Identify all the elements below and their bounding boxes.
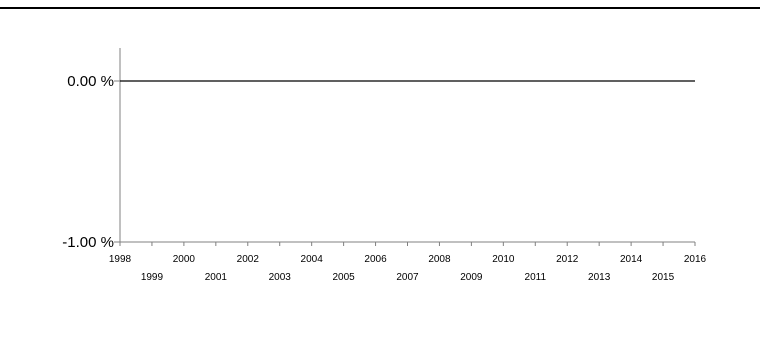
x-tick-label: 2012 bbox=[556, 254, 579, 265]
x-tick-label: 2016 bbox=[684, 254, 707, 265]
x-tick-label: 2013 bbox=[588, 272, 611, 283]
x-tick-label: 2015 bbox=[652, 272, 675, 283]
y-tick-label: -1.00 % bbox=[62, 234, 114, 251]
x-tick-label: 2007 bbox=[396, 272, 419, 283]
x-tick-label: 2004 bbox=[301, 254, 324, 265]
x-tick-label: 2003 bbox=[269, 272, 292, 283]
x-tick-label: 1998 bbox=[109, 254, 132, 265]
x-tick-label: 2001 bbox=[205, 272, 228, 283]
x-tick-label: 2005 bbox=[332, 272, 355, 283]
y-tick-label: 0.00 % bbox=[67, 73, 114, 90]
x-tick-label: 2009 bbox=[460, 272, 483, 283]
x-tick-label: 2010 bbox=[492, 254, 515, 265]
x-tick-label: 1999 bbox=[141, 272, 164, 283]
x-tick-label: 2002 bbox=[237, 254, 260, 265]
x-tick-label: 2014 bbox=[620, 254, 643, 265]
x-tick-label: 2000 bbox=[173, 254, 196, 265]
top-divider bbox=[0, 7, 760, 9]
x-tick-label: 2006 bbox=[364, 254, 387, 265]
x-tick-label: 2011 bbox=[525, 272, 547, 283]
x-tick-label: 2008 bbox=[428, 254, 451, 265]
